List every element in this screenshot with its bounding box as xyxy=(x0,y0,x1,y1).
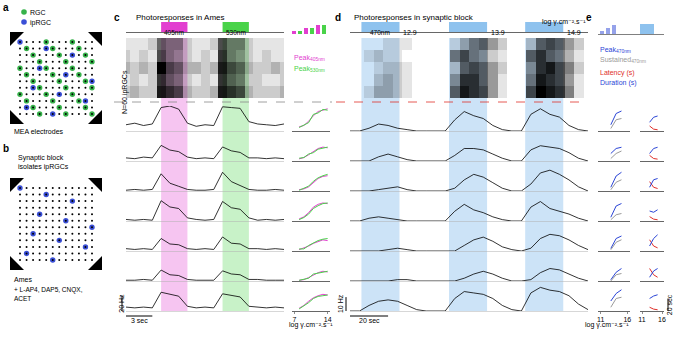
svg-text:b: b xyxy=(3,143,9,154)
svg-text:Latency (s): Latency (s) xyxy=(600,69,635,77)
svg-text:405nm: 405nm xyxy=(164,29,184,36)
svg-text:Duration (s): Duration (s) xyxy=(600,79,637,87)
svg-text:RGC: RGC xyxy=(30,9,46,16)
svg-text:c: c xyxy=(114,12,120,23)
svg-text:log γ.cm⁻².s⁻¹: log γ.cm⁻².s⁻¹ xyxy=(585,321,629,329)
svg-text:ACET: ACET xyxy=(14,295,31,302)
svg-text:Peak​405nm​: Peak​405nm​ xyxy=(294,54,325,62)
svg-text:Ames: Ames xyxy=(14,276,32,283)
svg-text:N=60 ipRGCs: N=60 ipRGCs xyxy=(121,70,129,114)
svg-text:+ L-AP4, DAP5, CNQX,: + L-AP4, DAP5, CNQX, xyxy=(14,286,83,294)
svg-text:d: d xyxy=(335,12,341,23)
svg-text:20 sec: 20 sec xyxy=(666,294,673,315)
svg-text:14.9: 14.9 xyxy=(567,29,581,36)
svg-text:20 sec: 20 sec xyxy=(359,317,380,324)
svg-text:Peak​470nm​: Peak​470nm​ xyxy=(600,46,631,54)
svg-text:7: 7 xyxy=(292,316,296,323)
svg-text:isolates ipRGCs: isolates ipRGCs xyxy=(18,163,69,171)
svg-text:470nm: 470nm xyxy=(370,29,390,36)
svg-text:16: 16 xyxy=(623,316,631,323)
svg-text:MEA electrodes: MEA electrodes xyxy=(14,128,64,135)
svg-text:log γ.cm⁻².s⁻¹: log γ.cm⁻².s⁻¹ xyxy=(289,321,333,329)
svg-text:Photoresponses in Ames: Photoresponses in Ames xyxy=(136,13,225,22)
svg-text:10 Hz: 10 Hz xyxy=(337,294,344,313)
svg-text:20 Hz: 20 Hz xyxy=(118,294,125,313)
svg-text:ipRGC: ipRGC xyxy=(30,19,51,27)
svg-text:log γ.cm⁻².s⁻¹: log γ.cm⁻².s⁻¹ xyxy=(542,18,586,26)
svg-text:12.9: 12.9 xyxy=(403,29,417,36)
svg-text:3 sec: 3 sec xyxy=(131,317,148,324)
svg-text:Peak​530nm​: Peak​530nm​ xyxy=(294,65,325,73)
svg-text:13.9: 13.9 xyxy=(491,29,505,36)
svg-text:Sustained​470nm​: Sustained​470nm​ xyxy=(600,56,646,64)
svg-text:Photoresponses in synaptic blo: Photoresponses in synaptic block xyxy=(354,13,474,22)
svg-text:11: 11 xyxy=(597,316,604,323)
svg-text:530nm: 530nm xyxy=(226,29,246,36)
svg-text:14: 14 xyxy=(324,316,332,323)
svg-text:Synaptic block: Synaptic block xyxy=(18,154,64,162)
svg-text:11: 11 xyxy=(638,316,645,323)
svg-text:16: 16 xyxy=(658,316,666,323)
svg-text:e: e xyxy=(586,12,592,23)
svg-text:a: a xyxy=(3,2,9,13)
